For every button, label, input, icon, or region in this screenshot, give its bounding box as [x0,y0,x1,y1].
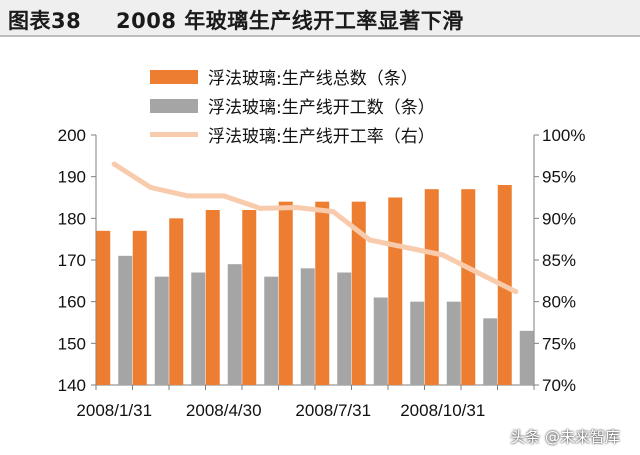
bar-total-lines [461,189,476,385]
bar-total-lines [242,210,257,385]
point-operating-rate [184,193,190,199]
y-tick-left-label: 160 [58,293,86,312]
point-operating-rate [294,205,300,210]
chart-legend: 浮法玻璃:生产线总数（条） 浮法玻璃:生产线开工数（条） 浮法玻璃:生产线开工率… [150,62,435,149]
bar-operating-lines [300,268,315,385]
y-tick-right-label: 90% [542,209,576,228]
legend-swatch-total [150,69,198,84]
figure-label: 图表38 [8,9,82,33]
bar-total-lines [388,197,403,385]
bar-operating-lines [483,318,498,385]
bar-operating-lines [264,276,279,385]
y-tick-right-label: 75% [542,334,576,353]
y-tick-right-label: 100% [542,126,585,145]
bar-total-lines [351,201,366,385]
legend-label-rate: 浮法玻璃:生产线开工率（右） [208,127,435,147]
bar-total-lines [205,210,220,385]
point-operating-rate [148,185,154,190]
point-operating-rate [257,205,263,211]
y-tick-left-label: 190 [58,168,86,187]
point-operating-rate [221,193,227,199]
figure-header: 图表38 2008 年玻璃生产线开工率显著下滑 [0,0,640,37]
legend-item-total: 浮法玻璃:生产线总数（条） [150,62,435,91]
point-operating-rate [440,252,446,258]
bar-operating-lines [118,255,133,385]
point-operating-rate [403,245,409,250]
y-tick-right-label: 95% [542,168,576,187]
y-tick-left-label: 150 [58,334,86,353]
x-tick-label: 2008/1/31 [76,401,152,420]
bar-operating-lines [373,297,388,385]
bar-operating-lines [337,272,352,385]
line-operating-rate [111,161,519,295]
bar-total-lines [278,201,293,385]
legend-label-total: 浮法玻璃:生产线总数（条） [208,69,418,89]
legend-label-operating: 浮法玻璃:生产线开工数（条） [208,98,435,118]
y-tick-right-label: 70% [542,376,576,395]
point-operating-rate [111,161,117,167]
legend-item-operating: 浮法玻璃:生产线开工数（条） [150,91,435,120]
point-operating-rate [367,237,373,243]
y-tick-right-label: 85% [542,251,576,270]
legend-item-rate: 浮法玻璃:生产线开工率（右） [150,120,435,149]
bar-total-lines [169,218,184,385]
legend-swatch-operating [150,98,198,113]
y-tick-left-label: 170 [58,251,86,270]
bar-operating-lines [154,276,169,385]
bar-operating-lines [519,330,534,385]
bar-operating-lines [446,301,461,385]
point-operating-rate [476,270,482,276]
y-tick-left-label: 200 [58,126,86,145]
figure-title: 2008 年玻璃生产线开工率显著下滑 [116,9,464,33]
y-tick-left-label: 140 [58,376,86,395]
bar-total-lines [424,189,439,385]
point-operating-rate [513,289,519,295]
legend-swatch-rate [150,132,198,137]
x-tick-label: 2008/4/30 [186,401,262,420]
bar-operating-lines [227,264,242,385]
bar-total-lines [96,230,111,385]
y-tick-right-label: 80% [542,293,576,312]
bar-operating-lines [410,301,425,385]
point-operating-rate [330,209,336,215]
watermark: 头条 @未来智库 [510,428,620,446]
y-tick-left-label: 180 [58,209,86,228]
bar-total-lines [132,230,147,385]
x-tick-label: 2008/10/31 [400,401,485,420]
x-tick-label: 2008/7/31 [295,401,371,420]
bar-operating-lines [191,272,206,385]
bar-total-lines [315,201,330,385]
